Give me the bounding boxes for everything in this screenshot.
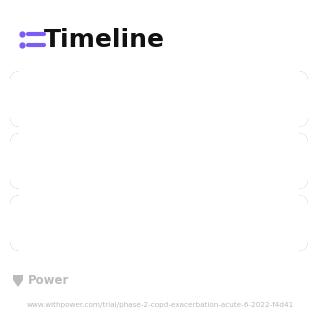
Text: up to 3 months: up to 3 months xyxy=(192,216,294,230)
Text: Screening ~: Screening ~ xyxy=(38,93,120,106)
FancyBboxPatch shape xyxy=(10,133,308,189)
Text: Timeline: Timeline xyxy=(44,28,165,52)
Text: 3 weeks: 3 weeks xyxy=(239,93,294,106)
FancyBboxPatch shape xyxy=(10,195,308,251)
Text: Follow ups ~: Follow ups ~ xyxy=(38,216,123,230)
Text: Treatment ~: Treatment ~ xyxy=(38,154,121,167)
FancyBboxPatch shape xyxy=(10,71,308,127)
Polygon shape xyxy=(13,275,23,287)
Text: Power: Power xyxy=(28,274,69,287)
Text: Varies: Varies xyxy=(253,154,294,167)
Text: www.withpower.com/trial/phase-2-copd-exacerbation-acute-6-2022-f4d41: www.withpower.com/trial/phase-2-copd-exa… xyxy=(26,302,294,308)
